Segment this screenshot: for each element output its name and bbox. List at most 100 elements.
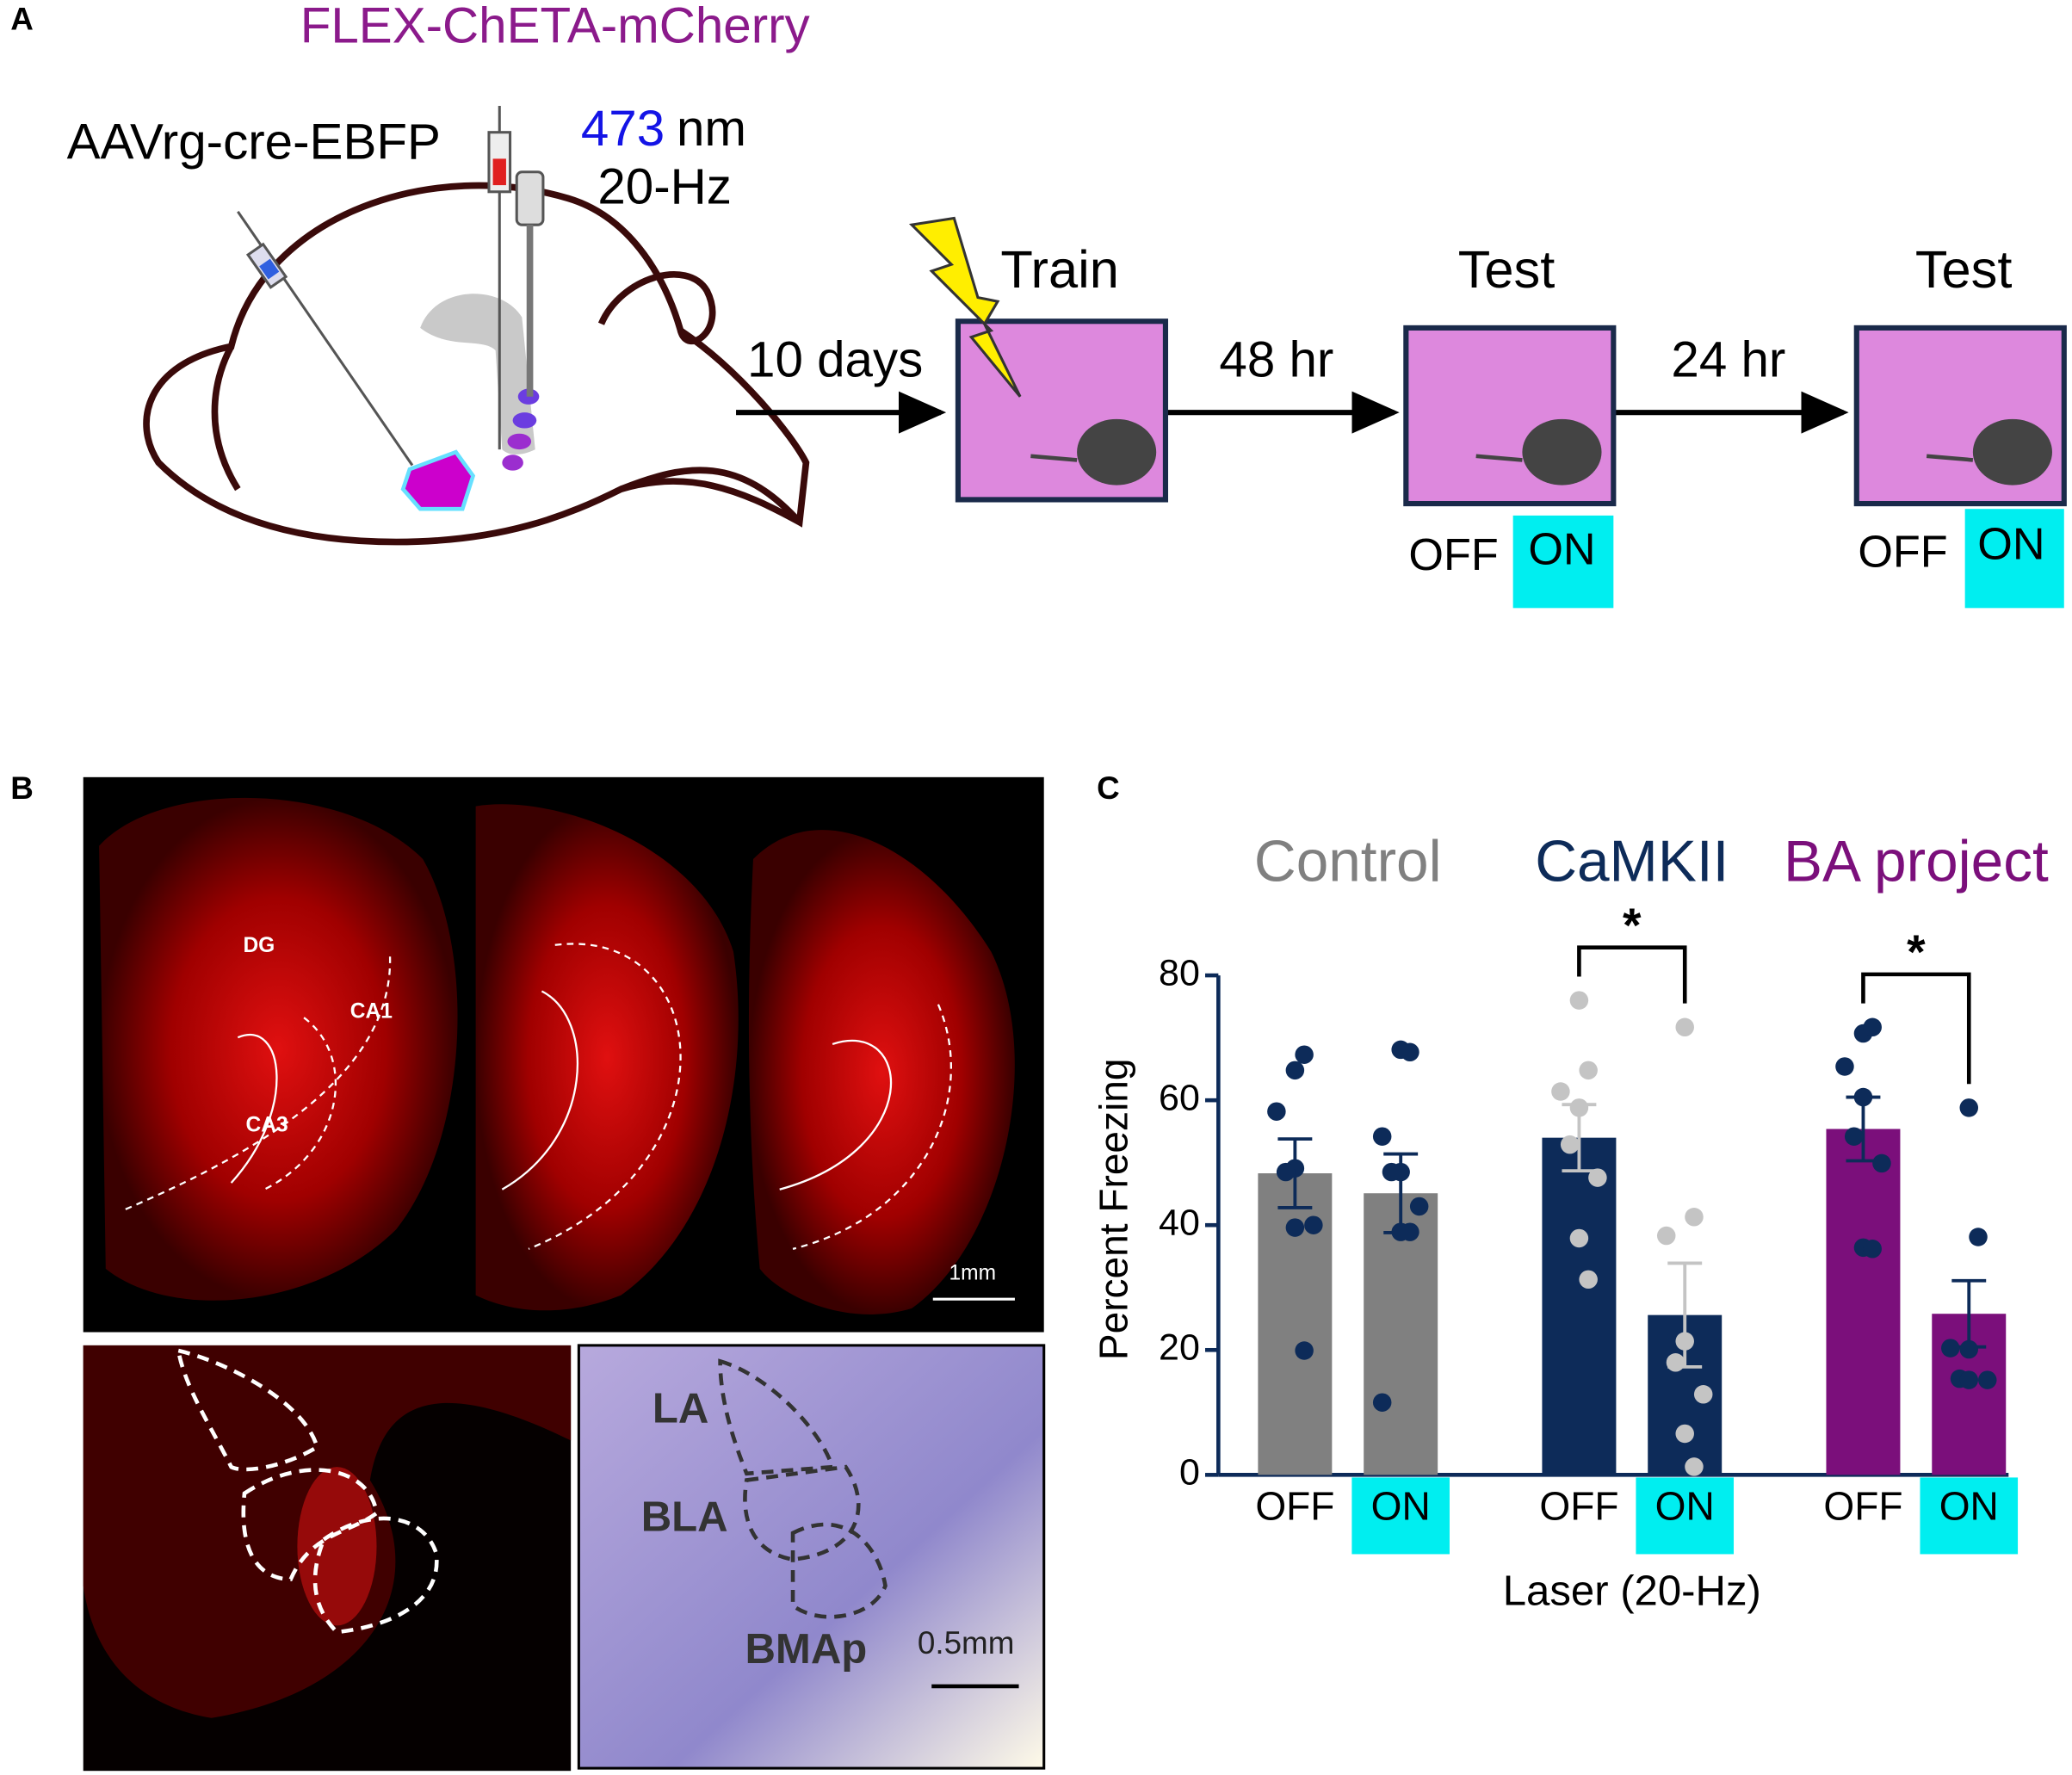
session-title: Test (1915, 240, 2013, 300)
scale-label: 1mm (949, 1261, 997, 1284)
y-tick-label: 80 (1159, 952, 1200, 993)
wavelength: 473 (581, 101, 665, 157)
data-point (1551, 1082, 1570, 1101)
group-title: BA project (1784, 830, 2049, 894)
y-tick-label: 20 (1159, 1327, 1200, 1369)
syringe-fill (492, 158, 506, 186)
group-title: Control (1254, 830, 1442, 894)
data-point (1863, 1017, 1882, 1037)
outline (743, 1464, 861, 1562)
data-point (1959, 1339, 1979, 1359)
on-highlight (1351, 1477, 1450, 1555)
brain-diagram (143, 182, 810, 546)
outline (125, 951, 392, 1210)
data-point (1579, 1270, 1598, 1290)
brain-outline (620, 467, 802, 525)
panel-label: A (10, 1, 34, 36)
data-point (1569, 1228, 1589, 1248)
laser-on: ON (1528, 525, 1595, 575)
on-highlight (1512, 515, 1614, 609)
frequency: 20-Hz (597, 159, 732, 215)
significance-label: * (1907, 925, 1926, 979)
region-label: BMAp (745, 1626, 867, 1673)
cell-cluster (502, 455, 523, 471)
session-title: Test (1458, 240, 1556, 300)
data-point (1569, 991, 1589, 1010)
condition-label: OFF (1539, 1483, 1618, 1528)
data-point (1285, 1061, 1305, 1080)
region-label: CA1 (350, 1000, 393, 1024)
outline (230, 1034, 278, 1184)
mouse (1972, 418, 2052, 485)
bar (1826, 1129, 1901, 1475)
data-point (1685, 1457, 1704, 1476)
data-point (1304, 1215, 1323, 1234)
outline (312, 1516, 439, 1635)
data-point (1401, 1042, 1419, 1062)
y-axis-label: Percent Freezing (1091, 1058, 1135, 1360)
significance-bracket (1861, 972, 1971, 1085)
region-label: CA3 (246, 1114, 288, 1137)
group-title: CaMKII (1535, 830, 1729, 894)
mouse-tail (1475, 454, 1523, 462)
panel-label: B (10, 770, 34, 806)
y-tick-label: 40 (1159, 1203, 1200, 1244)
labeled-cells (297, 1467, 377, 1626)
data-point (1959, 1098, 1979, 1117)
data-point (1863, 1240, 1882, 1259)
significance-bracket (1577, 945, 1687, 1004)
optic-fiber (515, 170, 545, 226)
data-point (1409, 1197, 1429, 1216)
virus-label: FLEX-ChETA-mCherry (300, 0, 811, 53)
data-point (1941, 1339, 1960, 1358)
on-highlight (1636, 1477, 1735, 1555)
data-point (1666, 1353, 1685, 1372)
hippocampus (420, 294, 535, 455)
data-point (1569, 1098, 1589, 1117)
mouse-tail (1926, 454, 1974, 462)
laser-off: OFF (1858, 528, 1947, 578)
condition-label: ON (1939, 1483, 1999, 1528)
cell-cluster (507, 433, 532, 450)
outline (528, 943, 682, 1250)
virus-label: AAVrg-cre-EBFP (67, 114, 441, 170)
region-label: LA (653, 1386, 708, 1432)
data-point (1285, 1218, 1305, 1237)
data-point (1276, 1162, 1296, 1182)
brain-section (748, 830, 1015, 1314)
injection-column (502, 388, 540, 471)
y-tick-label: 60 (1159, 1078, 1200, 1119)
data-point (1267, 1102, 1286, 1121)
data-point (1372, 1127, 1392, 1146)
outline (792, 1004, 952, 1250)
data-point (1675, 1017, 1694, 1037)
session-title: Train (1000, 240, 1119, 300)
outline (176, 1348, 320, 1472)
brain-section (99, 797, 458, 1301)
shock-icon (908, 216, 1022, 398)
data-point (1656, 1226, 1676, 1246)
brain-section (475, 804, 739, 1311)
data-point (1675, 1424, 1694, 1444)
data-point (1560, 1135, 1580, 1154)
chamber (1853, 325, 2067, 507)
data-point (1382, 1162, 1401, 1182)
laser-on: ON (1977, 519, 2044, 569)
region-outlines (718, 1358, 888, 1619)
region-outlines (125, 943, 952, 1250)
data-point (1978, 1370, 1997, 1389)
bar-chart: 0 20 40 60 80 Percent Freezing Laser (20-Hz) Co… (1091, 830, 2049, 1615)
outline (241, 1468, 379, 1581)
outline (790, 1522, 888, 1619)
brain-outline (211, 344, 241, 492)
interval: 24 hr (1671, 332, 1785, 388)
interval: 48 hr (1219, 332, 1333, 388)
outline (779, 1039, 893, 1191)
wavelength-unit: nm (677, 101, 746, 157)
region-label: DG (243, 934, 275, 957)
data-point (1372, 1393, 1392, 1412)
data-point (1959, 1370, 1979, 1389)
data-point (1835, 1057, 1854, 1076)
